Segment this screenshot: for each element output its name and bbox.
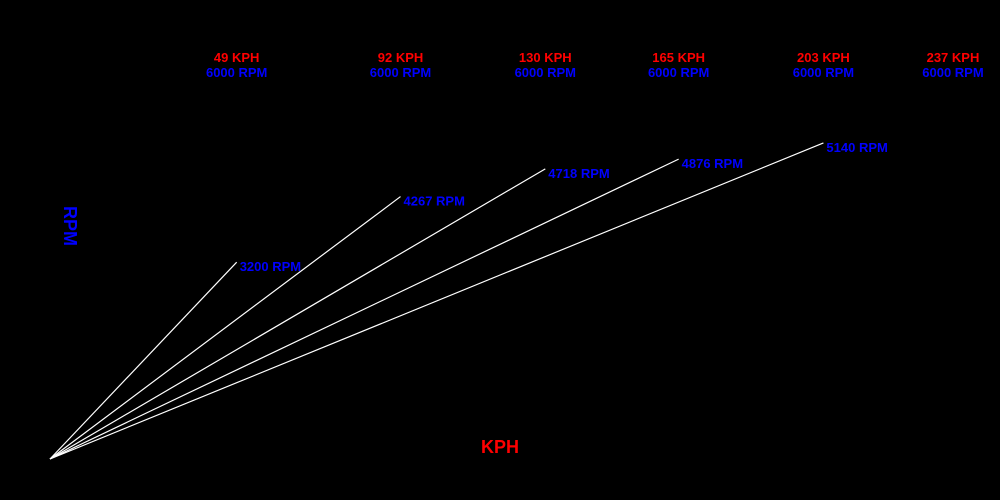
top-speed-kph-label-2: 92 KPH [378,50,424,65]
shift-rpm-label-3: 4718 RPM [548,166,609,181]
top-speed-rpm-label-1: 6000 RPM [206,65,267,80]
top-speed-rpm-label-4: 6000 RPM [648,65,709,80]
top-speed-rpm-label-3: 6000 RPM [515,65,576,80]
shift-rpm-label-1: 3200 RPM [240,259,301,274]
gear-line-1 [49,261,238,460]
gear-line-3 [49,168,546,460]
y-axis-label: RPM [60,206,80,246]
gear-lines-group [49,142,824,460]
top-speed-kph-label-5: 203 KPH [797,50,850,65]
gear-line-4 [49,158,679,460]
top-speed-kph-label-3: 130 KPH [519,50,572,65]
top-speed-rpm-label-5: 6000 RPM [793,65,854,80]
top-speed-rpm-label-6: 6000 RPM [922,65,983,80]
top-speed-kph-label-6: 237 KPH [927,50,980,65]
x-axis-label: KPH [481,437,519,457]
top-speed-rpm-label-2: 6000 RPM [370,65,431,80]
shift-rpm-label-5: 5140 RPM [826,140,887,155]
top-speed-kph-label-1: 49 KPH [214,50,260,65]
shift-rpm-label-2: 4267 RPM [404,194,465,209]
shift-rpm-label-4: 4876 RPM [682,156,743,171]
gear-line-2 [49,196,401,460]
gear-line-5 [49,142,824,460]
top-speed-kph-label-4: 165 KPH [652,50,705,65]
shift-rpm-labels-group: 3200 RPM 4267 RPM 4718 RPM 4876 RPM 5140 RPM [240,140,888,274]
